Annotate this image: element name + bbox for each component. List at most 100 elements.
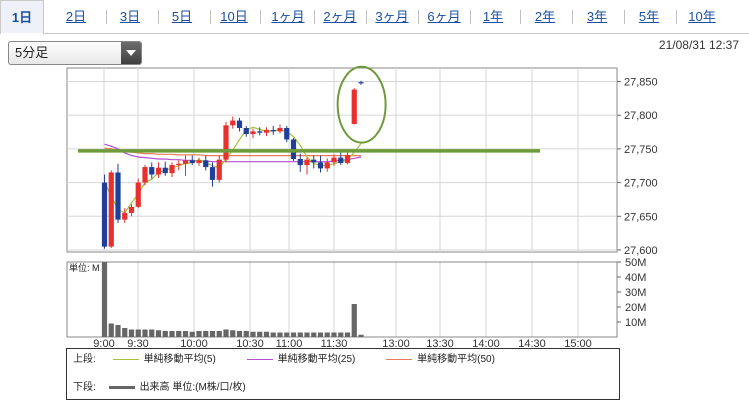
candle-body [155,167,162,175]
candle-body [317,162,324,169]
volume-bar [311,332,317,337]
chart-timestamp: 21/08/31 12:37 [658,38,739,52]
volume-bar [331,332,337,337]
tab-2m[interactable]: 2ヶ月 [323,9,357,24]
volume-bar [115,325,121,337]
tab-10y[interactable]: 10年 [688,9,716,24]
candle-body [270,130,276,132]
volume-bar [203,331,209,337]
tab-2d[interactable]: 2日 [65,9,87,24]
tab-5y[interactable]: 5年 [638,9,660,24]
legend-swatch-sma25 [246,358,273,360]
tab-1d[interactable]: 1日 [0,0,44,35]
tab-1m[interactable]: 1ヶ月 [271,9,305,24]
legend-swatch-sma5 [112,358,139,360]
x-tick-label: 15:00 [564,338,592,350]
candle-body [243,127,249,135]
volume-panel-frame [66,261,618,338]
price-tick-label: 27,650 [624,211,658,223]
sma50-line [104,147,361,157]
legend-sma5-label: 単純移動平均(5) [143,354,216,365]
volume-bar [182,331,189,337]
candle-body [209,167,216,180]
volume-bar [162,331,168,337]
volume-bar [196,331,202,337]
candle-body [101,182,108,247]
legend-swatch-volume [108,385,135,389]
volume-bar [169,331,175,337]
price-tick-label: 27,800 [624,110,658,122]
candle-body [338,157,344,164]
volume-unit-label: 単位: M [69,262,100,273]
volume-bar [236,331,243,337]
candle-body [230,120,236,126]
interval-select[interactable]: 5分足 [8,41,142,65]
price-tick-label: 27,600 [624,245,658,257]
candle-body [351,89,357,124]
volume-bar [263,331,270,337]
volume-bar [128,329,135,337]
tab-3y[interactable]: 3年 [586,9,608,24]
candle-body [257,131,263,133]
x-tick-label: 14:00 [472,338,500,350]
volume-bar [122,328,128,337]
x-tick-label: 9:30 [127,338,148,350]
x-tick-label: 9:00 [93,338,114,350]
tab-6m[interactable]: 6ヶ月 [427,9,461,24]
volume-tick-label: 20M [625,302,646,314]
candle-body [223,125,229,160]
legend-sma50-label: 単純移動平均(50) [417,354,495,365]
candle-body [128,206,135,213]
volume-bar [243,331,249,337]
volume-bar [297,332,303,337]
tab-1y[interactable]: 1年 [482,9,504,24]
candle-body [189,160,195,164]
volume-bar [257,331,263,337]
candle-body [297,158,303,166]
x-tick-label: 11:00 [276,338,303,350]
volume-bar [304,332,310,337]
x-tick-label: 13:30 [426,338,454,350]
legend-swatch-sma50 [386,358,413,360]
volume-bar [338,332,344,337]
candle-body [250,131,256,135]
tab-3m[interactable]: 3ヶ月 [375,9,409,24]
candle-body [344,154,351,164]
volume-bar [290,332,297,337]
x-tick-label: 10:00 [180,338,208,350]
price-tick-label: 27,750 [624,144,658,156]
candle-body [311,159,317,163]
volume-tick-label: 30M [625,287,646,299]
candle-body [196,160,202,164]
volume-bar [351,304,357,337]
volume-bar [142,329,148,337]
candle-body [324,162,330,169]
legend-sma25-label: 単純移動平均(25) [277,354,356,365]
legend-volume-label: 出来高 単位:(M株/口/枚) [139,382,246,393]
chart-legend: 上段: 単純移動平均(5) 単純移動平均(25) 単純移動平均(50) 下段: … [66,348,620,400]
candle-body [162,167,168,174]
volume-bar [108,323,114,337]
volume-bar [277,332,283,337]
period-tab-bar: 1日 2日 3日 5日 10日 1ヶ月 2ヶ月 3ヶ月 6ヶ月 1年 2年 3年… [0,0,749,35]
tab-2y[interactable]: 2年 [534,9,556,24]
volume-bar [358,334,364,337]
interval-select-value: 5分足 [15,45,49,60]
volume-bar [135,329,141,337]
tab-3d[interactable]: 3日 [119,9,141,24]
candle-body [135,182,141,207]
x-tick-label: 11:30 [321,338,348,350]
volume-bar [230,330,236,337]
price-tick-label: 27,700 [624,178,658,190]
chevron-down-icon [121,42,141,64]
volume-bar [216,331,222,337]
volume-bar [250,331,256,337]
tab-10d[interactable]: 10日 [220,9,248,24]
candle-body [331,157,337,163]
volume-tick-label: 10M [625,317,646,329]
volume-bar [176,331,182,337]
tab-5d[interactable]: 5日 [171,9,193,24]
volume-bar [324,332,330,337]
legend-upper-label: 上段: [73,354,96,365]
